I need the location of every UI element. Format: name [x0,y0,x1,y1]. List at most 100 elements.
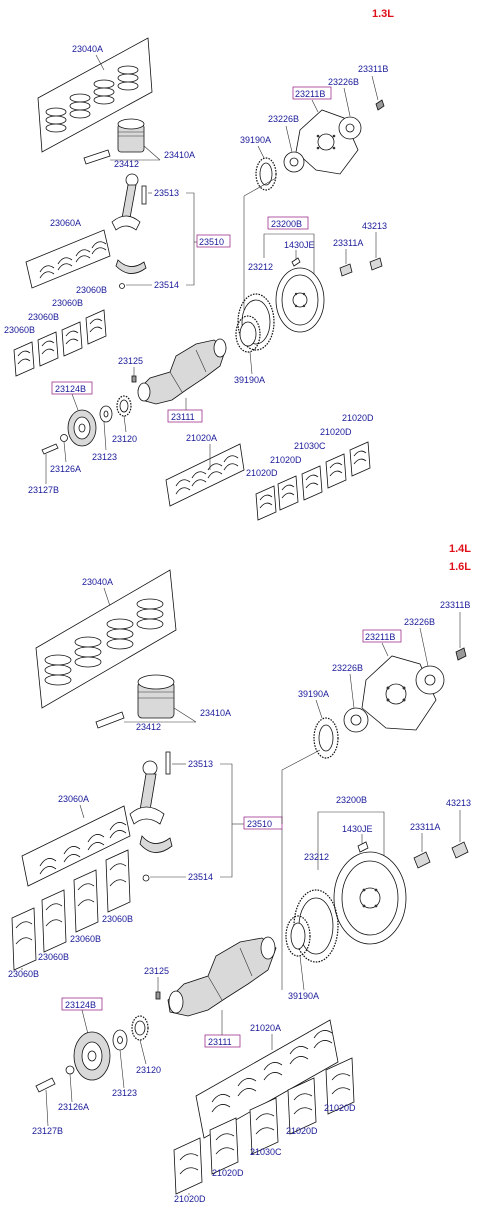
engine-label-1-6l: 1.6L [449,561,471,573]
label-rod-bearing-b3-2: 23060B [70,934,101,944]
damper-bolt-2 [35,1077,56,1093]
label-drive-bolt: 23311B [358,64,388,74]
ring-gear-bottom-2 [285,915,311,957]
damper-pulley-2 [73,1031,111,1081]
label-rod-assy-2: 23510 [247,819,272,829]
label-pin-2: 23412 [136,722,161,732]
label-main-bearing-d1-2: 21020D [174,1194,206,1204]
label-spacer-2: 23226B [332,663,363,673]
rod-bearing-pieces [13,309,107,377]
label-flywheel-bolt-b: 43213 [362,221,387,231]
label-ring-gear-top-2: 39190A [298,689,329,699]
label-damper-2: 23124B [65,1000,96,1010]
drive-bolt [375,99,385,111]
sprocket [116,395,132,417]
label-rod-bearing-b4: 23060B [76,285,107,295]
adapter-plate [338,116,362,140]
ring-gear-top-2 [313,717,339,759]
piston-rings-tray-2 [35,569,177,709]
label-hub: 23126A [50,464,81,474]
label-piston: 23410A [164,150,195,160]
label-flywheel-2: 23212 [304,852,329,862]
engine-label-1-4l: 1.4L [449,543,471,555]
label-thrust-bearing: 21030C [294,441,326,451]
ring-gear-bottom [235,315,261,353]
label-crank-key: 23125 [118,356,143,366]
main-bearing-pieces [255,441,371,521]
label-washer-2: 23123 [112,1088,137,1098]
crank-key-2 [155,991,161,1000]
main-bearing-tray [165,443,245,507]
section-1-4l-1-6l: 1.4L 1.6L 23040A 23410A 23412 [8,543,471,1204]
label-rod-assy: 23510 [199,237,224,247]
label-crankshaft: 23111 [171,412,195,422]
label-rod-2: 23513 [188,759,213,769]
piston-rings-tray [37,37,153,153]
label-ring-gear-top: 39190A [240,135,271,145]
label-rod-bearing-b2: 23060B [28,312,59,322]
label-main-bearing-d2-2: 21020D [212,1168,244,1178]
spacer-ring-2 [343,707,369,733]
label-flywheel-bolt-a: 23311A [333,238,363,248]
label-rod-bearing-b1: 23060B [4,325,35,335]
rod-bearing-pieces-2 [11,849,131,971]
label-piston-2: 23410A [200,708,231,718]
label-crank-key-2: 23125 [144,966,169,976]
label-adapter-plate-2: 23226B [404,617,435,627]
label-drive-plate-2: 23211B [365,632,395,642]
piston-pin-2 [95,711,125,729]
drive-bolt-2 [455,647,467,661]
piston-2 [137,674,175,719]
washer [99,405,113,423]
label-main-bearing-d4-2: 21020D [324,1103,356,1113]
label-rod-bearing-b1-2: 23060B [8,969,39,979]
section-1-3l: 1.3L 23040A 23410A 23412 [4,8,394,521]
label-rod-bearing-b4-2: 23060B [102,914,133,924]
label-main-bearing-d3: 21020D [320,427,352,437]
label-main-bearing-set: 21020A [186,433,217,443]
label-damper-bolt-2: 23127B [32,1126,63,1136]
label-main-bearing-d3-2: 21020D [286,1126,318,1136]
damper-bolt [41,443,59,455]
connecting-rod [111,173,147,231]
damper-pulley [67,409,97,447]
label-sprocket-2: 23120 [136,1065,161,1075]
label-damper-bolt: 23127B [28,485,59,495]
main-bearing-pieces-2 [173,1057,355,1195]
label-crankshaft-2: 23111 [208,1037,232,1047]
connecting-rod-2 [129,751,171,825]
rod-bearing-tray [25,229,111,289]
sprocket-2 [131,1015,149,1041]
label-spacer: 23226B [268,114,299,124]
rod-bearing-tray-2 [21,805,131,887]
label-rod-bearing-b3: 23060B [52,298,83,308]
label-drive-plate: 23211B [295,89,325,99]
flywheel-bolts-2 [413,841,469,869]
crankshaft-2 [167,936,277,1017]
label-rings-2: 23040A [82,577,113,587]
label-hub-2: 23126A [58,1102,89,1112]
label-pin: 23412 [114,159,139,169]
washer-2 [112,1029,128,1051]
label-rod-bearing-set-2: 23060A [58,794,89,804]
label-washer: 23123 [92,452,117,462]
label-flywheel-assy-2: 23200B [336,795,367,805]
label-main-bearing-set-2: 21020A [250,1023,281,1033]
label-sprocket: 23120 [112,434,137,444]
flywheel-2 [333,851,407,945]
label-rod-nut-2: 23514 [188,872,213,882]
main-bearing-tray-2 [195,1019,339,1139]
label-rod-bearing-set: 23060A [50,218,81,228]
label-drive-bolt-2: 23311B [440,600,470,610]
flywheel-pin [291,257,301,267]
rod-cap [115,259,147,289]
label-flywheel: 23212 [248,262,273,272]
damper-hub [60,434,68,442]
label-ring-gear-bottom: 39190A [234,375,265,385]
label-rings: 23040A [72,44,103,54]
label-rod-nut: 23514 [154,280,179,290]
spacer-ring [283,151,305,173]
ring-gear-top [255,157,277,191]
flywheel-bolts [339,257,383,277]
